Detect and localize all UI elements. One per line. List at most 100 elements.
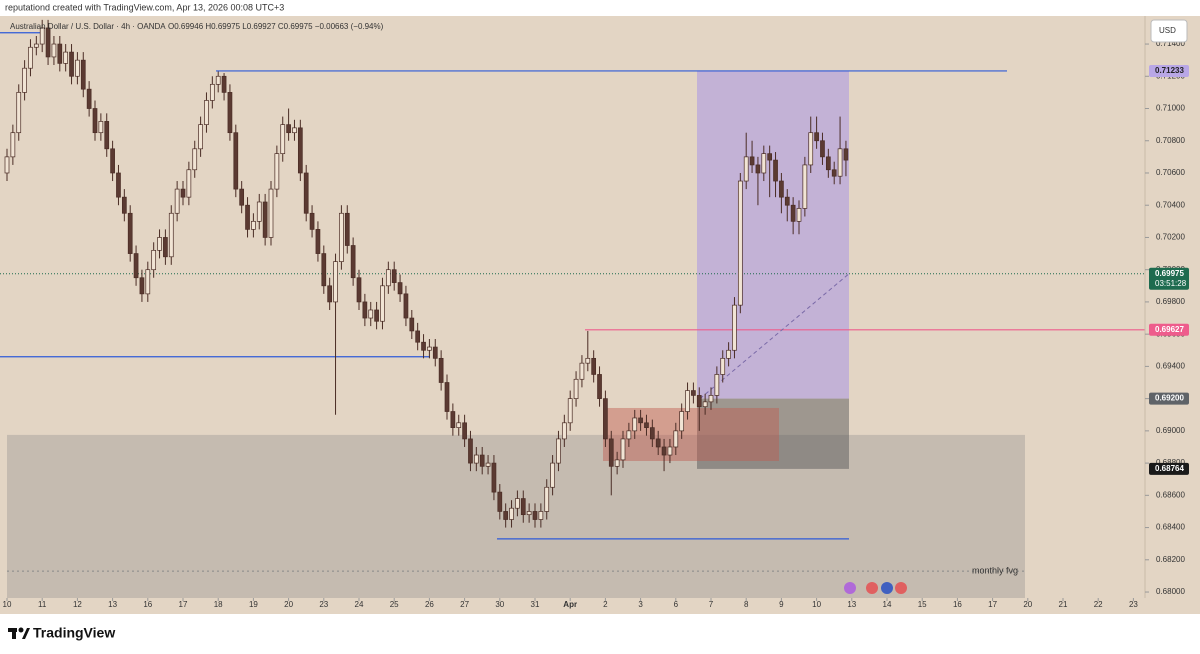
candle-body bbox=[256, 201, 262, 222]
price-badge-label: 0.71233 bbox=[1155, 66, 1184, 75]
candle-body bbox=[145, 269, 151, 295]
candle-body bbox=[779, 180, 784, 198]
candle-body bbox=[180, 188, 186, 198]
x-tick-label: 19 bbox=[249, 600, 258, 609]
currency-box[interactable] bbox=[1150, 19, 1188, 43]
candle-body bbox=[485, 462, 491, 467]
candle-body bbox=[509, 507, 514, 520]
candle-body bbox=[22, 67, 27, 93]
candle-body bbox=[456, 422, 462, 428]
candle-body bbox=[303, 172, 309, 214]
candle-body bbox=[344, 212, 350, 246]
candle-body bbox=[644, 422, 649, 428]
y-tick-label: 0.68000 bbox=[1156, 587, 1185, 596]
candle-body bbox=[403, 293, 409, 319]
x-tick-label: 30 bbox=[495, 600, 504, 609]
candle-body bbox=[649, 427, 655, 440]
event-icons[interactable] bbox=[844, 582, 907, 594]
zone-box bbox=[603, 407, 779, 462]
candle-body bbox=[691, 390, 696, 396]
candle-body bbox=[837, 148, 843, 177]
candle-body bbox=[86, 88, 92, 109]
x-tick-label: Apr bbox=[563, 600, 577, 609]
candle-body bbox=[544, 486, 550, 512]
candle-body bbox=[321, 253, 327, 287]
fvg-label: monthly fvg bbox=[972, 565, 1018, 575]
candle-body bbox=[603, 398, 608, 440]
footer bbox=[0, 614, 1200, 654]
candle-body bbox=[632, 417, 638, 432]
candle-body bbox=[75, 59, 80, 77]
candle-body bbox=[186, 169, 192, 198]
candle-body bbox=[209, 83, 215, 101]
x-tick-label: 10 bbox=[812, 600, 821, 609]
zone-box bbox=[697, 70, 849, 399]
candle-body bbox=[497, 491, 503, 512]
x-tick-label: 17 bbox=[179, 600, 188, 609]
candle-body bbox=[309, 212, 315, 230]
candle-body bbox=[292, 127, 297, 134]
y-tick-label: 0.70400 bbox=[1156, 200, 1185, 209]
x-tick-label: 8 bbox=[744, 600, 749, 609]
candle-body bbox=[297, 127, 303, 174]
candle-body bbox=[667, 446, 673, 456]
candle-body bbox=[221, 75, 227, 93]
candle-body bbox=[561, 422, 567, 440]
price-badge bbox=[1149, 392, 1189, 405]
candle-body bbox=[814, 132, 819, 142]
candle-body bbox=[579, 362, 585, 380]
candle-body bbox=[679, 411, 685, 432]
candle-body bbox=[192, 148, 198, 171]
candle-body bbox=[526, 511, 532, 516]
candle-body bbox=[63, 51, 69, 64]
y-tick-label: 0.70200 bbox=[1156, 233, 1185, 242]
x-tick-label: 23 bbox=[1129, 600, 1138, 609]
candle-body bbox=[808, 132, 814, 166]
x-tick-label: 15 bbox=[918, 600, 927, 609]
candle-body bbox=[591, 357, 597, 375]
candle-body bbox=[98, 121, 104, 134]
candle-body bbox=[16, 92, 22, 134]
candle-body bbox=[168, 212, 174, 258]
candle-body bbox=[714, 374, 720, 396]
candle-body bbox=[333, 261, 338, 303]
candle-body bbox=[139, 277, 145, 295]
candle-body bbox=[450, 411, 456, 428]
candle-body bbox=[374, 309, 379, 322]
candle-body bbox=[415, 330, 421, 343]
y-tick-label: 0.68200 bbox=[1156, 555, 1185, 564]
x-tick-label: 2 bbox=[603, 600, 608, 609]
countdown: 03:51:28 bbox=[1155, 279, 1187, 288]
y-tick-label: 0.68800 bbox=[1156, 458, 1185, 467]
candle-body bbox=[673, 430, 679, 448]
x-tick-label: 7 bbox=[709, 600, 714, 609]
x-tick-label: 11 bbox=[38, 600, 47, 609]
x-tick-label: 18 bbox=[214, 600, 223, 609]
candle-body bbox=[151, 249, 157, 271]
candle-body bbox=[503, 511, 509, 520]
chart-bg bbox=[0, 16, 1200, 614]
x-tick-label: 21 bbox=[1059, 600, 1068, 609]
x-tick-label: 13 bbox=[847, 600, 856, 609]
brand: TradingView bbox=[33, 625, 115, 641]
candle-body bbox=[397, 282, 403, 295]
candle-body bbox=[45, 27, 51, 58]
candle-body bbox=[784, 196, 790, 206]
candle-body bbox=[80, 59, 86, 90]
candle-body bbox=[163, 237, 168, 258]
candle-body bbox=[638, 417, 643, 424]
candle-body bbox=[585, 357, 591, 364]
x-tick-label: 9 bbox=[779, 600, 784, 609]
candle-body bbox=[33, 43, 39, 48]
y-tick-label: 0.71000 bbox=[1156, 104, 1185, 113]
candle-body bbox=[573, 378, 579, 399]
candle-body bbox=[262, 201, 268, 238]
x-tick-label: 17 bbox=[988, 600, 997, 609]
candle-body bbox=[597, 374, 602, 399]
x-tick-label: 26 bbox=[425, 600, 434, 609]
candle-body bbox=[116, 172, 121, 198]
candle-body bbox=[362, 301, 368, 319]
x-tick-label: 20 bbox=[284, 600, 293, 609]
candle-body bbox=[4, 156, 10, 174]
trade-line bbox=[699, 273, 850, 400]
